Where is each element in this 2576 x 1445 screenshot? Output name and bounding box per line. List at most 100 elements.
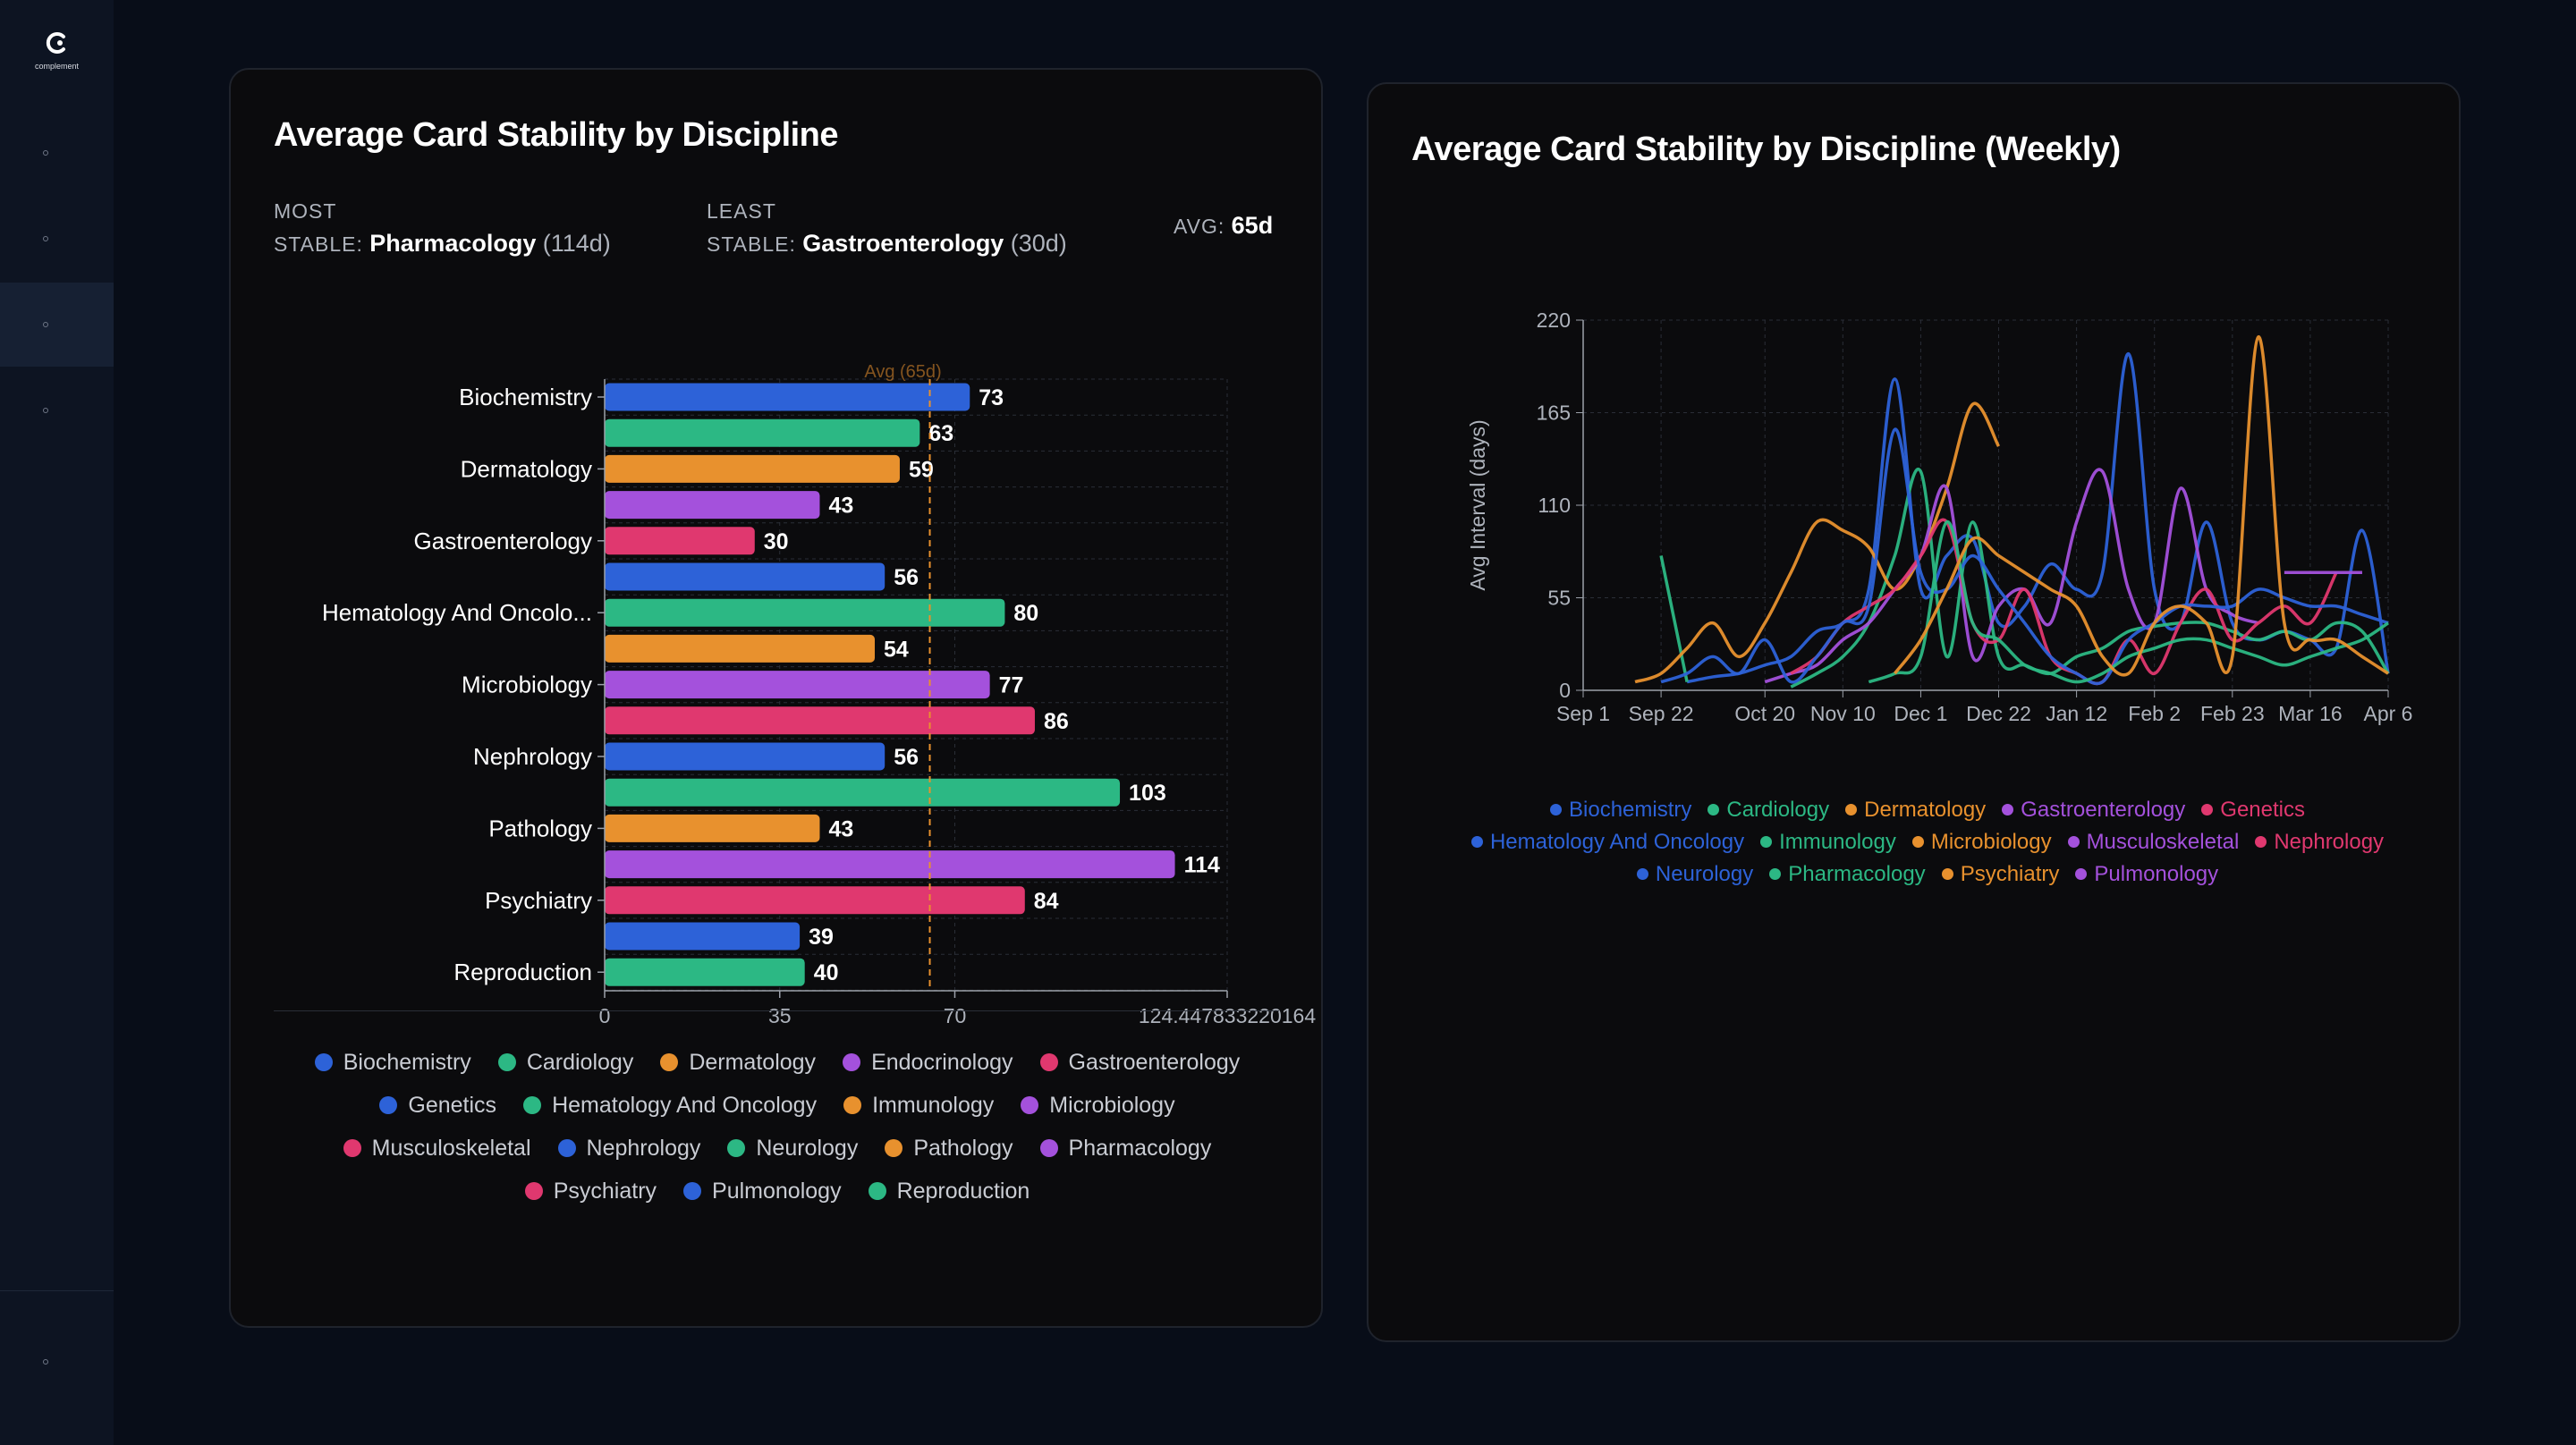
bar <box>605 742 886 771</box>
legend-item[interactable]: Hematology And Oncology <box>1470 826 1744 858</box>
x-tick-label: 70 <box>944 1004 967 1027</box>
bar <box>605 383 970 411</box>
legend-label: Pathology <box>913 1136 1013 1161</box>
legend-item[interactable]: Immunology <box>1760 826 1896 858</box>
legend-item[interactable]: Cardiology <box>497 1041 633 1084</box>
y-tick-label: Hematology And Oncolo... <box>322 599 592 626</box>
series-line-cardiology <box>1659 555 1689 682</box>
legend-item[interactable]: Nephrology <box>557 1127 700 1170</box>
legend-swatch <box>868 1182 886 1200</box>
series-line-microbiology <box>1894 335 2389 677</box>
bar-chart: 736359433056805477865610343114843940Avg … <box>322 362 1316 1027</box>
legend-swatch <box>1911 836 1924 848</box>
x-tick-label: Sep 22 <box>1629 702 1694 725</box>
legend-swatch <box>843 1096 862 1114</box>
nav-item-3[interactable] <box>0 283 114 367</box>
legend-item[interactable]: Hematology And Oncology <box>523 1084 817 1127</box>
legend-label: Gastroenterology <box>2021 798 2186 822</box>
panel-divider <box>274 1010 1279 1011</box>
legend-item[interactable]: Pulmonology <box>683 1170 842 1213</box>
legend-swatch <box>1021 1096 1039 1114</box>
series-line-genetics <box>1790 518 2338 686</box>
legend-item[interactable]: Microbiology <box>1021 1084 1175 1127</box>
bar <box>605 958 805 986</box>
legend-item[interactable]: Gastroenterology <box>2002 794 2185 826</box>
bar-value-label: 56 <box>894 745 919 770</box>
legend-label: Pulmonology <box>712 1179 842 1204</box>
legend-item[interactable]: Psychiatry <box>524 1170 657 1213</box>
legend-item[interactable]: Biochemistry <box>1550 794 1691 826</box>
legend-item[interactable]: Microbiology <box>1911 826 2052 858</box>
legend-item[interactable]: Musculoskeletal <box>343 1127 531 1170</box>
bar-value-label: 30 <box>764 529 789 554</box>
legend-swatch <box>1470 836 1483 848</box>
legend-label: Neurology <box>756 1136 859 1161</box>
legend-item[interactable]: Genetics <box>2201 794 2305 826</box>
bar-value-label: 40 <box>814 960 839 985</box>
legend-item[interactable]: Pulmonology <box>2075 858 2218 891</box>
legend-item[interactable]: Musculoskeletal <box>2067 826 2240 858</box>
bar-value-label: 103 <box>1129 781 1166 806</box>
bar <box>605 527 755 555</box>
y-tick-label: Gastroenterology <box>414 528 592 554</box>
legend-item[interactable]: Immunology <box>843 1084 994 1127</box>
weekly-line-panel: Average Card Stability by Discipline (We… <box>1367 82 2461 1342</box>
legend-item[interactable]: Endocrinology <box>843 1041 1013 1084</box>
legend-item[interactable]: Pharmacology <box>1039 1127 1211 1170</box>
app-logo[interactable]: complement <box>0 30 114 71</box>
bar <box>605 562 886 591</box>
legend-item[interactable]: Nephrology <box>2255 826 2384 858</box>
bar-value-label: 84 <box>1034 889 1059 914</box>
bar <box>605 850 1175 879</box>
legend-label: Reproduction <box>896 1179 1030 1204</box>
legend-swatch <box>524 1182 543 1200</box>
legend-item[interactable]: Cardiology <box>1707 794 1829 826</box>
y-tick-label: Nephrology <box>473 743 592 770</box>
legend-swatch <box>1760 836 1773 848</box>
y-tick-label: Psychiatry <box>485 887 592 914</box>
legend-label: Musculoskeletal <box>2086 830 2240 854</box>
nav-item-1[interactable] <box>0 111 114 195</box>
bar-value-label: 73 <box>979 385 1004 410</box>
legend-item[interactable]: Dermatology <box>1845 794 1986 826</box>
settings-icon <box>43 1359 48 1365</box>
legend-label: Genetics <box>2220 798 2305 822</box>
legend-item[interactable]: Biochemistry <box>314 1041 471 1084</box>
legend-label: Immunology <box>1779 830 1896 854</box>
nav-item-4[interactable] <box>0 368 114 452</box>
panel-title-weekly: Average Card Stability by Discipline (We… <box>1411 131 2121 168</box>
legend-label: Biochemistry <box>1569 798 1692 822</box>
legend-swatch <box>1636 868 1648 880</box>
nav-item-2[interactable] <box>0 197 114 281</box>
legend-swatch <box>1707 804 1720 815</box>
y-tick-label: 55 <box>1547 587 1571 610</box>
x-tick-label: Mar 16 <box>2278 702 2343 725</box>
legend-item[interactable]: Pathology <box>885 1127 1013 1170</box>
bar-value-label: 54 <box>884 637 909 662</box>
legend-item[interactable]: Psychiatry <box>1941 858 2059 891</box>
legend-item[interactable]: Dermatology <box>660 1041 816 1084</box>
legend-item[interactable]: Gastroenterology <box>1039 1041 1240 1084</box>
legend-item[interactable]: Neurology <box>727 1127 858 1170</box>
legend-label: Endocrinology <box>871 1050 1013 1075</box>
nav-item-settings[interactable] <box>0 1320 114 1404</box>
logo-icon <box>46 32 65 54</box>
legend-label: Hematology And Oncology <box>552 1093 818 1118</box>
legend-item[interactable]: Reproduction <box>868 1170 1030 1213</box>
bar-value-label: 80 <box>1013 601 1038 626</box>
most-stable-stat: MOST STABLE: Pharmacology (114d) <box>274 195 611 260</box>
panel-title: Average Card Stability by Discipline <box>274 116 839 154</box>
series-line-immunology <box>1868 520 2389 684</box>
legend-item[interactable]: Genetics <box>379 1084 496 1127</box>
avg-label: AVG: <box>1174 215 1225 238</box>
legend-swatch <box>1845 804 1858 815</box>
legend-swatch <box>2075 868 2088 880</box>
series-line-cardiology <box>1790 467 2390 689</box>
sidebar-divider <box>0 1290 114 1291</box>
bar <box>605 598 1005 627</box>
sidebar: complement <box>0 0 114 1445</box>
legend-item[interactable]: Neurology <box>1636 858 1753 891</box>
average-marker-label: Avg (65d) <box>864 362 941 382</box>
x-tick-label: 35 <box>768 1004 792 1027</box>
legend-item[interactable]: Pharmacology <box>1769 858 1926 891</box>
